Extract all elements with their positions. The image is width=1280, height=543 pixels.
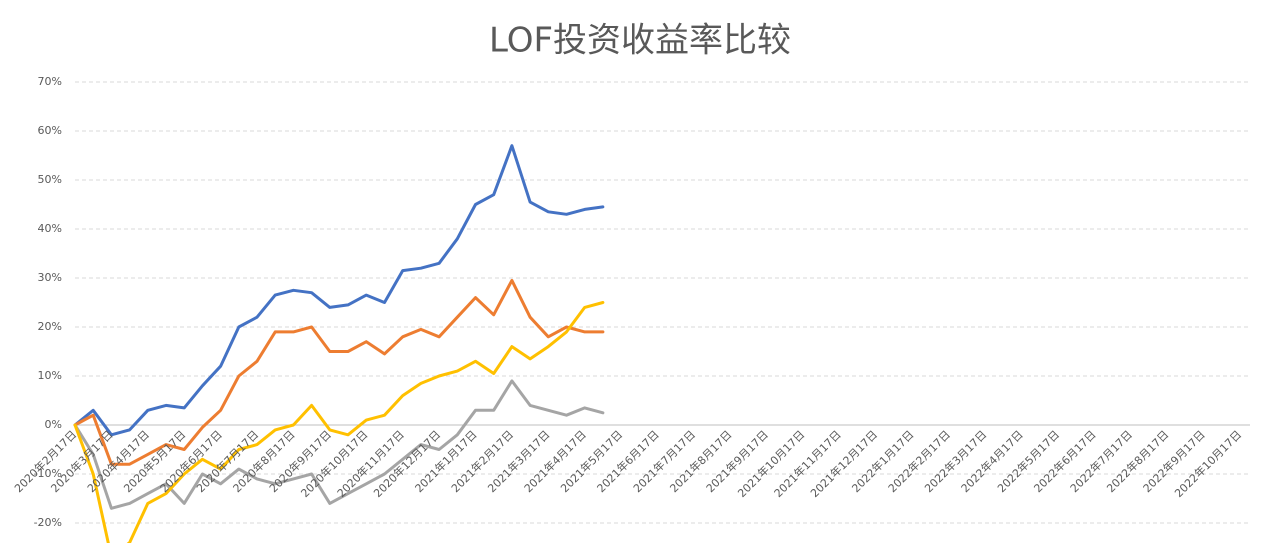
y-tick-label: 50% [38, 173, 62, 186]
chart-title: LOF投资收益率比较 [489, 21, 791, 61]
series-line [73, 278, 605, 466]
y-tick-label: -10% [34, 467, 62, 480]
plot-area [73, 144, 605, 543]
y-tick-label: 20% [38, 320, 62, 333]
y-tick-label: 60% [38, 124, 62, 137]
y-tick-label: 70% [38, 75, 62, 88]
y-tick-label: -20% [34, 516, 62, 529]
grid [75, 81, 1250, 524]
y-tick-label: 40% [38, 222, 62, 235]
y-tick-label: 0% [45, 418, 62, 431]
y-tick-label: 30% [38, 271, 62, 284]
series-line [73, 301, 605, 543]
series-line [73, 379, 605, 510]
y-tick-label: 10% [38, 369, 62, 382]
series-line [73, 144, 605, 437]
